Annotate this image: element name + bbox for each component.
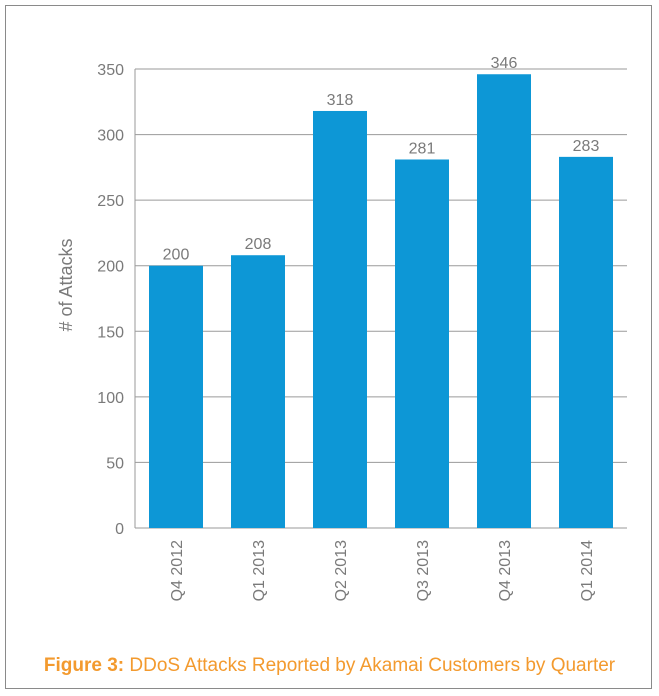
- y-tick-label: 50: [106, 455, 124, 472]
- data-label: 346: [491, 55, 518, 72]
- data-label: 318: [327, 92, 354, 109]
- figure-caption: Figure 3: DDoS Attacks Reported by Akama…: [0, 655, 659, 677]
- data-label: 208: [245, 236, 272, 253]
- y-axis-label: # of Attacks: [56, 238, 76, 331]
- axes: 0 50 100 150 200 250 300 350 Q4 2012 Q1 2013 Q2 20…: [97, 62, 596, 601]
- bars: 200 208 318 281 346 283: [149, 55, 613, 529]
- x-tick-label: Q3 2013: [415, 540, 432, 601]
- data-label: 200: [163, 247, 190, 264]
- y-tick-label: 250: [97, 193, 124, 210]
- y-tick-label: 100: [97, 390, 124, 407]
- x-tick-label: Q1 2014: [579, 540, 596, 601]
- bar-q4-2013: [477, 74, 531, 528]
- x-tick-label: Q1 2013: [251, 540, 268, 601]
- y-tick-label: 0: [115, 521, 124, 538]
- bar-q4-2012: [149, 265, 203, 528]
- x-tick-label: Q4 2012: [169, 540, 186, 601]
- y-tick-label: 150: [97, 324, 124, 341]
- x-tick-label: Q2 2013: [333, 540, 350, 601]
- y-tick-label: 200: [97, 259, 124, 276]
- gridlines: [135, 68, 627, 529]
- bar-q2-2013: [313, 110, 367, 529]
- data-label: 281: [409, 140, 436, 157]
- bar-q1-2014: [559, 156, 613, 528]
- bar-q3-2013: [395, 159, 449, 528]
- y-tick-label: 350: [97, 62, 124, 79]
- y-tick-label: 300: [97, 128, 124, 145]
- figure-label: Figure 3:: [43, 655, 125, 676]
- x-tick-label: Q4 2013: [497, 540, 514, 601]
- data-label: 283: [573, 138, 600, 155]
- bar-q1-2013: [231, 255, 285, 529]
- figure-caption-text: DDoS Attacks Reported by Akamai Customer…: [129, 655, 616, 676]
